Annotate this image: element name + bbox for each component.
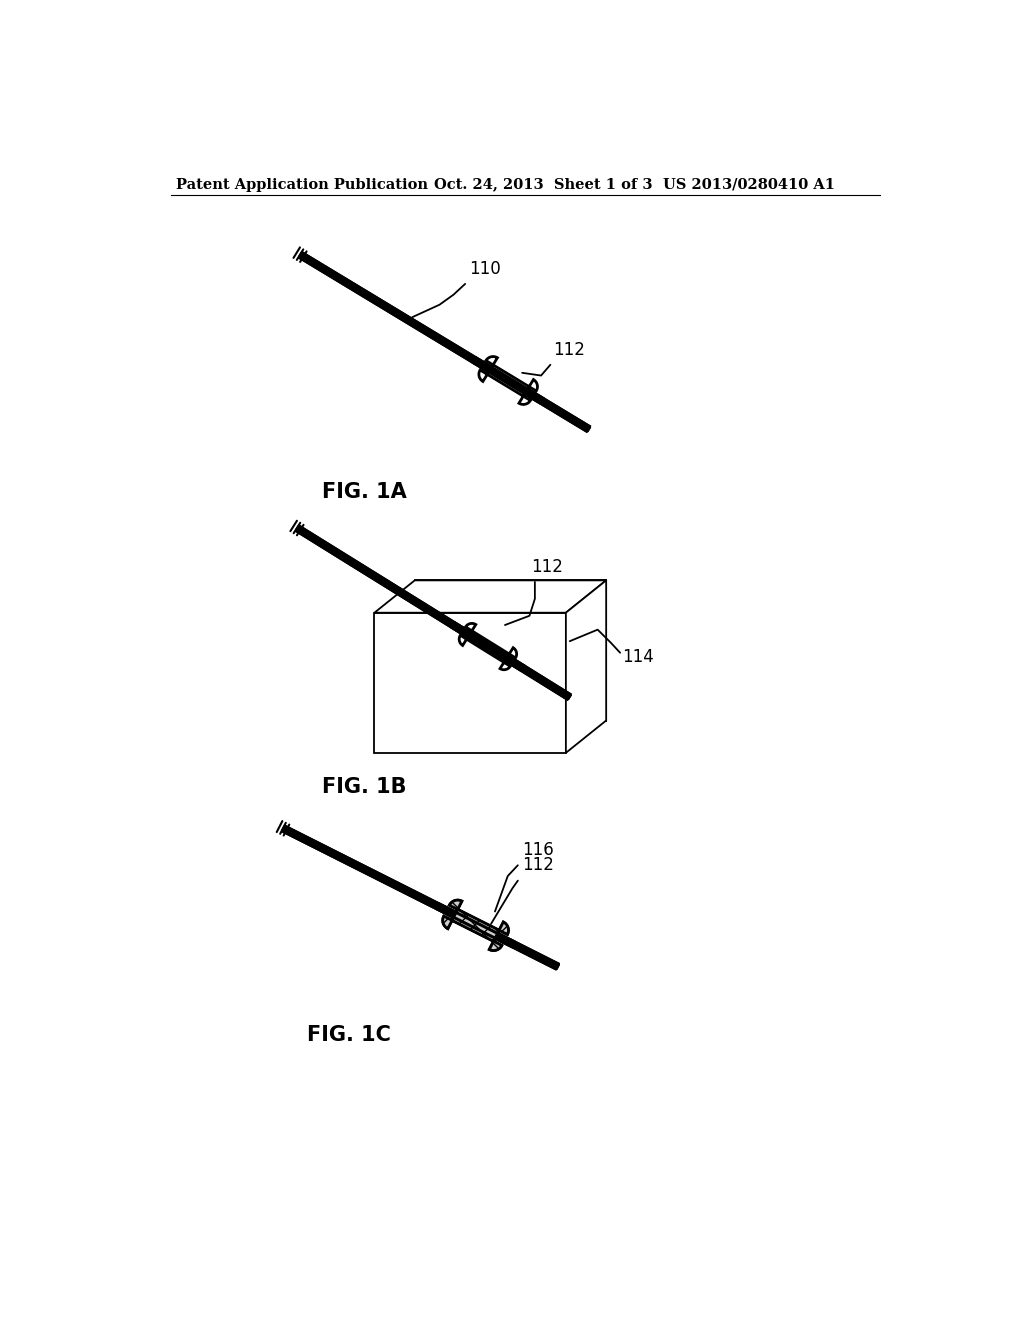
Polygon shape xyxy=(442,900,509,950)
Text: 116: 116 xyxy=(521,841,553,859)
Text: 110: 110 xyxy=(469,260,501,277)
Text: FIG. 1B: FIG. 1B xyxy=(323,777,407,797)
Polygon shape xyxy=(296,525,571,700)
Polygon shape xyxy=(299,252,591,432)
Text: 112: 112 xyxy=(521,857,554,875)
Polygon shape xyxy=(375,581,606,612)
Text: 114: 114 xyxy=(623,648,654,665)
Polygon shape xyxy=(375,612,566,752)
Polygon shape xyxy=(451,622,525,671)
Polygon shape xyxy=(472,358,545,404)
Text: US 2013/0280410 A1: US 2013/0280410 A1 xyxy=(663,178,835,191)
Text: FIG. 1A: FIG. 1A xyxy=(322,482,407,502)
Text: Oct. 24, 2013  Sheet 1 of 3: Oct. 24, 2013 Sheet 1 of 3 xyxy=(434,178,652,191)
Polygon shape xyxy=(299,252,591,432)
Text: FIG. 1C: FIG. 1C xyxy=(307,1024,391,1044)
Polygon shape xyxy=(566,581,606,752)
Polygon shape xyxy=(282,826,559,969)
Polygon shape xyxy=(459,623,517,669)
Text: Patent Application Publication: Patent Application Publication xyxy=(176,178,428,191)
Polygon shape xyxy=(479,356,538,404)
Polygon shape xyxy=(442,900,509,950)
Text: 112: 112 xyxy=(553,341,585,359)
Polygon shape xyxy=(282,826,559,969)
Polygon shape xyxy=(296,525,571,700)
Text: 112: 112 xyxy=(531,558,563,576)
